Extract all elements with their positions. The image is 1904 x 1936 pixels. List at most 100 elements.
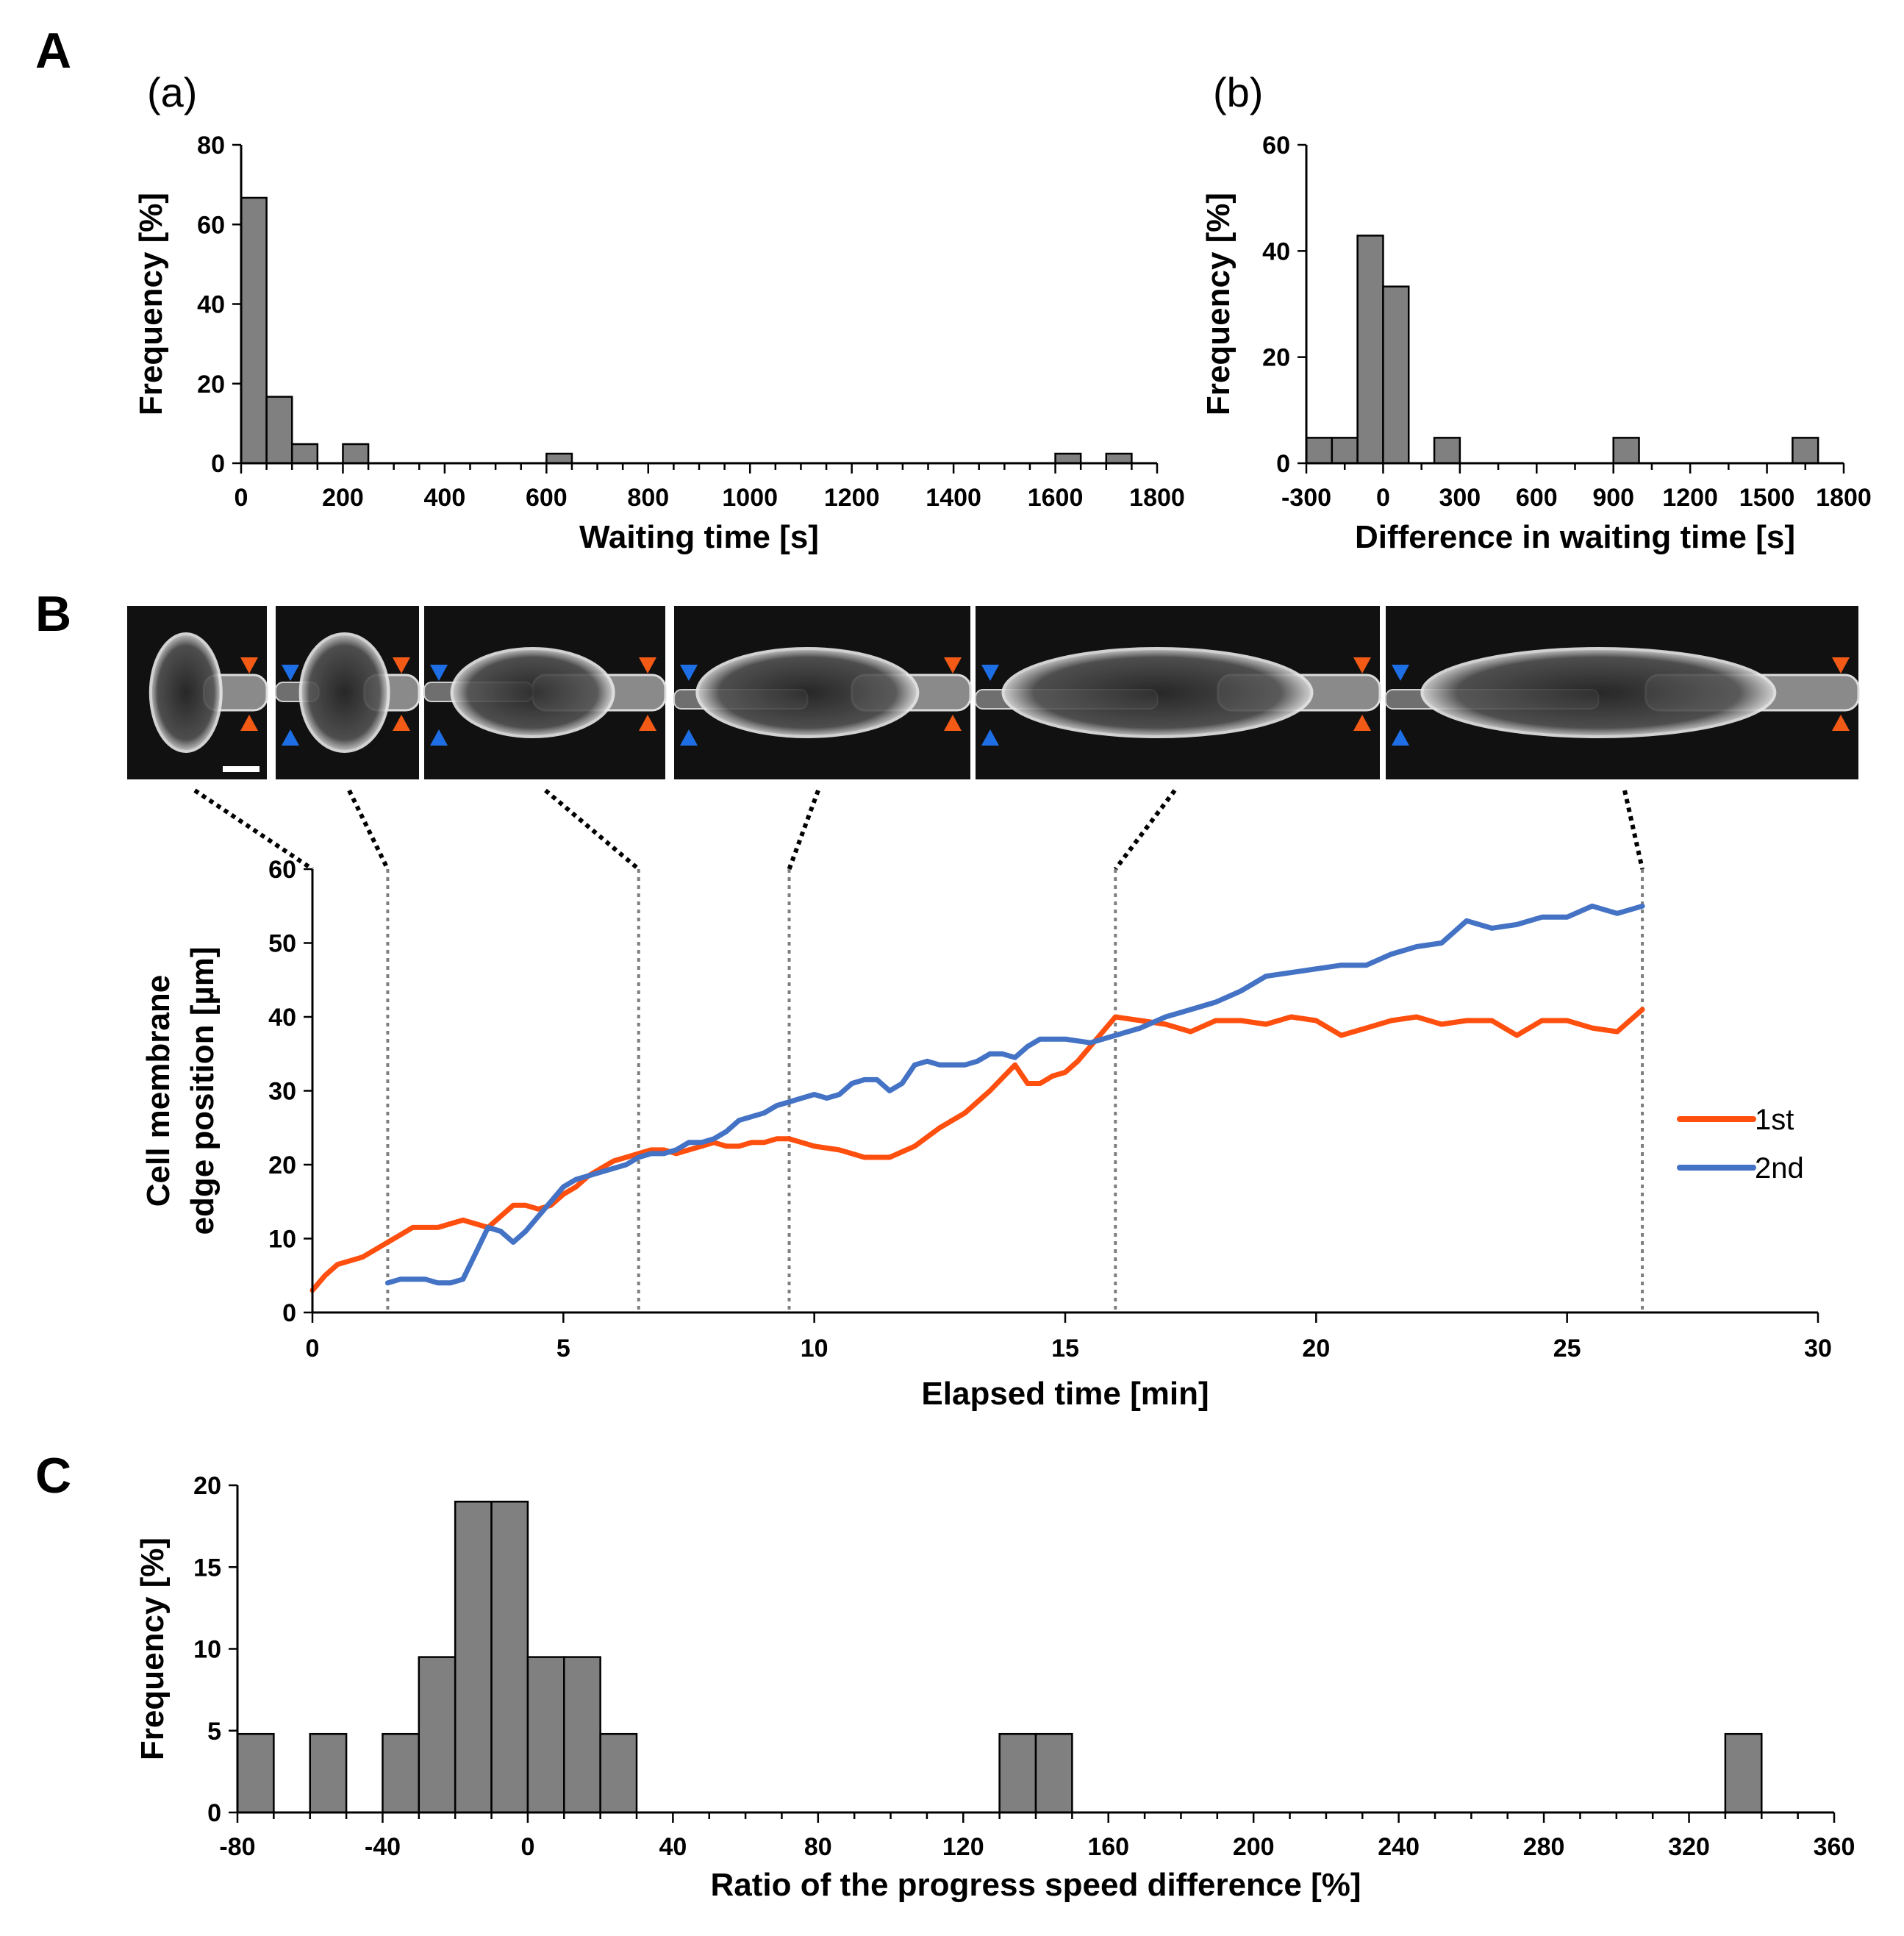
x-tick-label: -80 — [219, 1833, 255, 1861]
histogram-bar — [1724, 1732, 1763, 1814]
subpanel-label-a: (a) — [147, 69, 197, 115]
orange-marker-top — [240, 657, 258, 674]
y-tick-label: 50 — [268, 930, 296, 958]
frame-connector — [1622, 790, 1644, 870]
blue-marker-top — [680, 665, 698, 681]
x-tick-label: 20 — [1302, 1335, 1330, 1362]
x-tick-label: 300 — [1439, 484, 1481, 512]
x-tick-label: 1800 — [1816, 484, 1872, 512]
cell-body — [695, 647, 920, 738]
histogram-bar — [240, 196, 268, 465]
frame-connector — [787, 789, 820, 871]
blue-marker-bottom — [981, 729, 999, 746]
blue-marker-bottom — [1392, 729, 1409, 746]
cell-body — [450, 647, 615, 738]
frame-connector — [1113, 789, 1177, 871]
x-tick-label: 40 — [659, 1833, 687, 1861]
y-tick-label: 60 — [268, 856, 296, 884]
blue-marker-top — [282, 665, 299, 681]
histogram-bar — [1433, 437, 1461, 465]
cell-body — [1001, 647, 1314, 738]
micrograph-frame — [127, 606, 268, 779]
y-axis-title: Frequency [%] — [1200, 193, 1236, 415]
orange-marker-bottom — [393, 715, 410, 731]
series-line-2nd — [384, 903, 1645, 1286]
y-axis-title: Frequency [%] — [133, 193, 169, 415]
x-tick-label: 5 — [556, 1335, 570, 1362]
histogram-bar — [1382, 285, 1410, 465]
orange-marker-bottom — [639, 715, 656, 731]
x-tick-label: 80 — [804, 1833, 832, 1861]
y-tick-label: 10 — [268, 1226, 296, 1254]
micrograph-frame — [975, 606, 1381, 779]
blue-marker-bottom — [430, 729, 448, 746]
legend-label-1st: 1st — [1755, 1104, 1794, 1136]
cell-body — [298, 632, 390, 753]
x-tick-label: 15 — [1051, 1335, 1079, 1362]
x-tick-label: 1500 — [1739, 484, 1795, 512]
histogram-bar — [998, 1732, 1037, 1814]
histogram-bar — [382, 1732, 420, 1814]
x-tick-label: 1400 — [926, 484, 981, 512]
y-axis-title: Frequency [%] — [135, 1537, 171, 1760]
scale-bar — [223, 766, 260, 772]
y-tick-label: 20 — [268, 1151, 296, 1179]
histogram-bar — [290, 443, 319, 465]
frame-connector — [544, 788, 640, 871]
histogram-bar — [1105, 452, 1133, 465]
histogram-bar — [265, 396, 293, 465]
orange-marker-top — [944, 657, 962, 674]
x-tick-label: 30 — [1804, 1335, 1832, 1362]
orange-marker-top — [1353, 657, 1371, 674]
y-tick-label: 20 — [193, 1472, 221, 1500]
speed-ratio-histogram: -80 -40 0 40 80 120 160 200 240 280 320 360 0 5 10 15 20… — [135, 1472, 1855, 1903]
cell-body — [148, 632, 223, 753]
orange-marker-top — [1832, 657, 1850, 674]
x-tick-label: 200 — [322, 484, 364, 512]
y-tick-label: 0 — [282, 1299, 296, 1327]
panel-label-a: A — [35, 23, 71, 79]
x-tick-label: 10 — [801, 1335, 828, 1362]
y-tick-label: 60 — [197, 211, 225, 239]
y-tick-label: 40 — [197, 291, 225, 319]
histogram-bar — [1305, 437, 1334, 465]
x-tick-label: 1800 — [1129, 484, 1185, 512]
micrograph-frame — [275, 606, 420, 779]
x-tick-label: 200 — [1233, 1833, 1275, 1861]
histogram-bar — [1612, 437, 1640, 465]
x-tick-label: 360 — [1814, 1833, 1855, 1861]
x-tick-label: 0 — [1376, 484, 1390, 512]
panel-label-c: C — [35, 1448, 71, 1504]
y-tick-label: 20 — [197, 371, 225, 399]
y-axis-title-line1: Cell membrane — [140, 975, 176, 1207]
micrograph-frame — [423, 606, 667, 779]
y-tick-label: 20 — [1262, 344, 1290, 372]
micrograph-connectors — [193, 788, 1644, 871]
panel-label-b: B — [35, 586, 71, 642]
histogram-bar — [1034, 1732, 1073, 1814]
x-axis-title: Elapsed time [min] — [921, 1376, 1209, 1412]
blue-marker-top — [981, 665, 999, 681]
y-tick-label: 30 — [268, 1078, 296, 1106]
histogram-bar — [236, 1732, 275, 1814]
y-axis-title-line2: edge position [µm] — [185, 946, 221, 1235]
y-tick-label: 10 — [193, 1636, 221, 1664]
orange-marker-top — [393, 657, 410, 674]
histogram-bar — [1331, 437, 1359, 465]
x-tick-label: 1200 — [1662, 484, 1718, 512]
histogram-bar — [418, 1656, 457, 1814]
x-tick-label: 320 — [1668, 1833, 1710, 1861]
histogram-bar — [599, 1732, 638, 1814]
waiting-time-histogram: 0 200 400 600 800 1000 1200 1400 1600 1800 0 20 40 60… — [133, 132, 1185, 555]
orange-marker-bottom — [1353, 715, 1371, 731]
x-tick-label: 400 — [424, 484, 466, 512]
histogram-bar — [1054, 452, 1082, 465]
waiting-time-difference-histogram: -300 0 300 600 900 1200 1500 1800 0 20 40 60 Differe… — [1200, 132, 1872, 555]
x-axis-title: Difference in waiting time [s] — [1355, 519, 1795, 555]
y-tick-label: 40 — [268, 1004, 296, 1032]
x-tick-label: 160 — [1087, 1833, 1129, 1861]
frame-connector — [193, 788, 314, 871]
micrograph-strip — [127, 606, 1860, 779]
blue-marker-bottom — [680, 729, 698, 746]
series-line-1st — [309, 1007, 1645, 1293]
